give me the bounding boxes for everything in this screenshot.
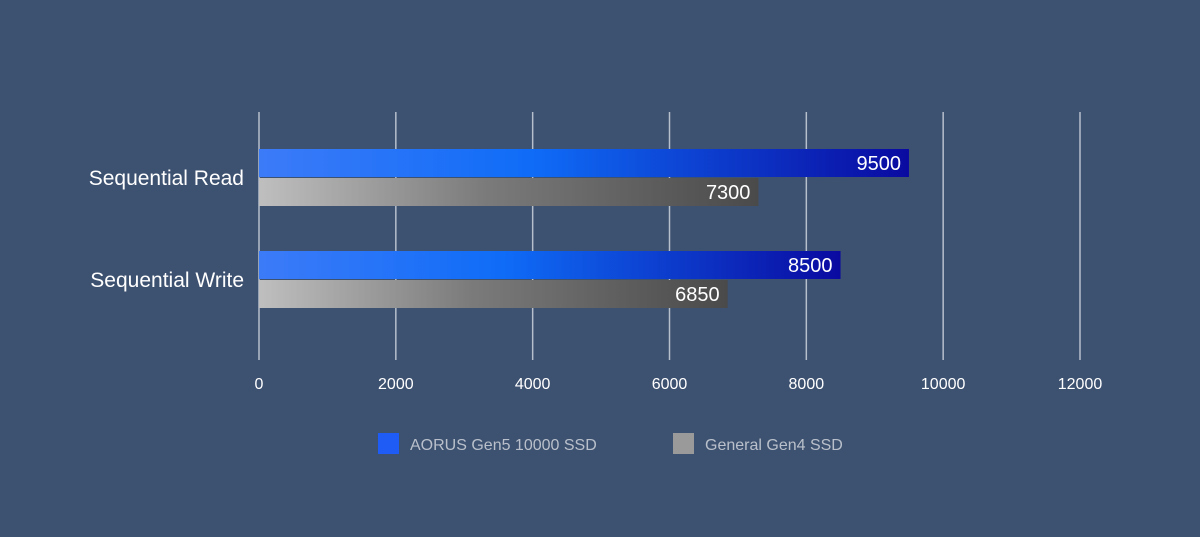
value-label-1-0: 7300 [706, 182, 751, 204]
value-label-1-1: 6850 [675, 284, 720, 306]
legend-swatch-1 [673, 433, 694, 454]
value-label-0-0: 9500 [856, 153, 901, 175]
category-label-1: Sequential Write [90, 269, 244, 292]
value-label-0-1: 8500 [788, 255, 833, 277]
legend-label-1: General Gen4 SSD [705, 437, 843, 454]
bar-gen4-1 [259, 280, 728, 308]
x-tick-label-6000: 6000 [652, 376, 688, 393]
x-tick-label-4000: 4000 [515, 376, 551, 393]
legend: AORUS Gen5 10000 SSD General Gen4 SSD [378, 433, 843, 454]
x-tick-label-10000: 10000 [921, 376, 966, 393]
x-tick-label-8000: 8000 [789, 376, 825, 393]
labels: 0 2000 4000 6000 8000 10000 12000 Sequential Re… [89, 153, 1103, 393]
x-tick-label-12000: 12000 [1058, 376, 1103, 393]
bar-gen4-0 [259, 178, 759, 206]
bar-aorus-0 [259, 149, 909, 177]
bar-aorus-1 [259, 251, 841, 279]
x-tick-label-2000: 2000 [378, 376, 414, 393]
category-label-0: Sequential Read [89, 167, 244, 190]
x-tick-label-0: 0 [255, 376, 264, 393]
legend-label-0: AORUS Gen5 10000 SSD [410, 437, 597, 454]
bars [259, 149, 909, 308]
legend-swatch-0 [378, 433, 399, 454]
